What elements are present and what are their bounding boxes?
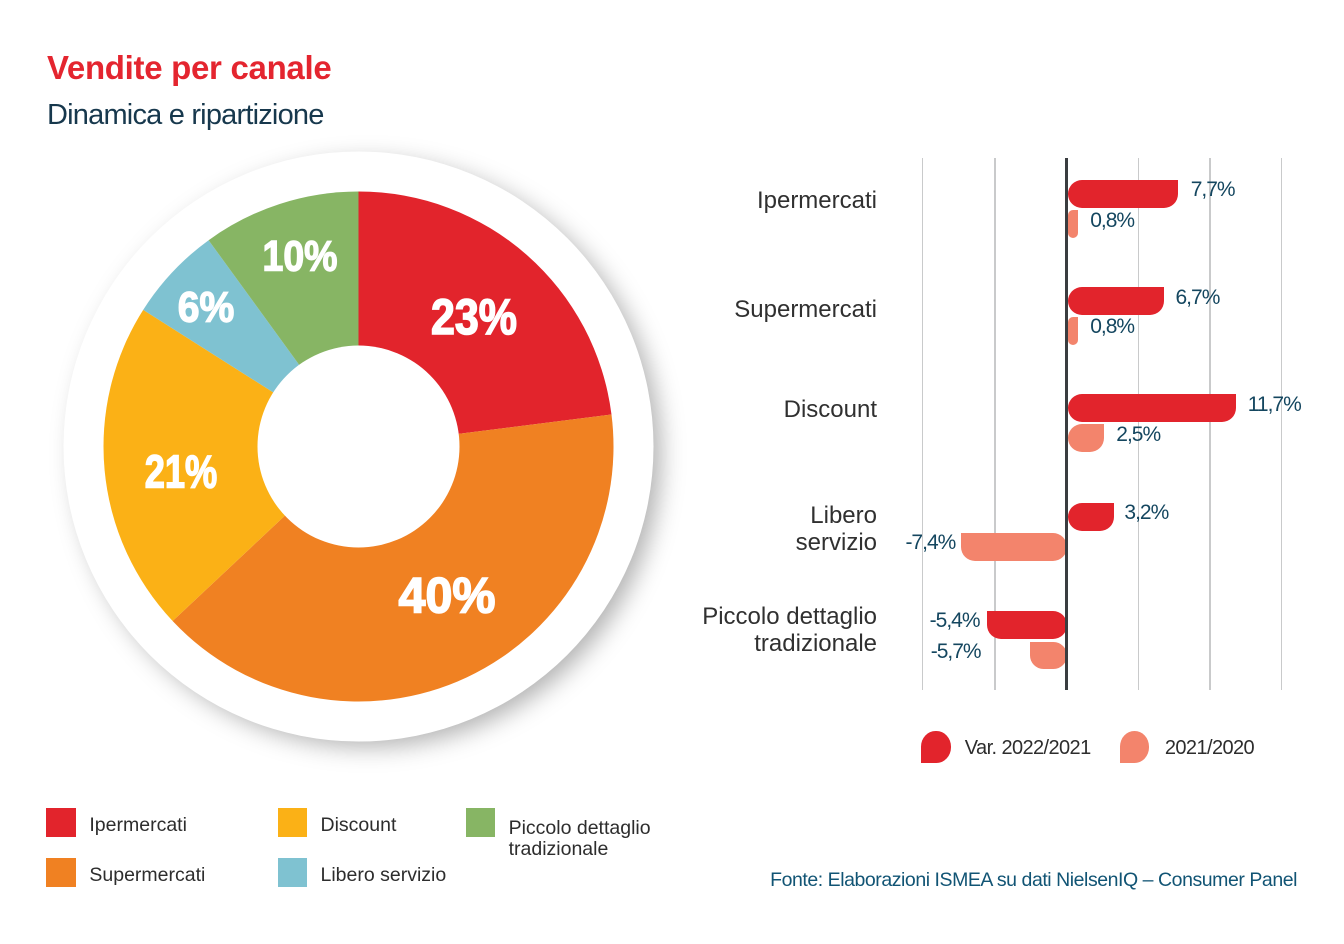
svg-text:40%: 40% xyxy=(399,568,496,624)
svg-text:10%: 10% xyxy=(263,233,338,281)
svg-text:23%: 23% xyxy=(431,289,517,345)
svg-text:6%: 6% xyxy=(178,284,235,332)
svg-text:21%: 21% xyxy=(145,446,218,498)
